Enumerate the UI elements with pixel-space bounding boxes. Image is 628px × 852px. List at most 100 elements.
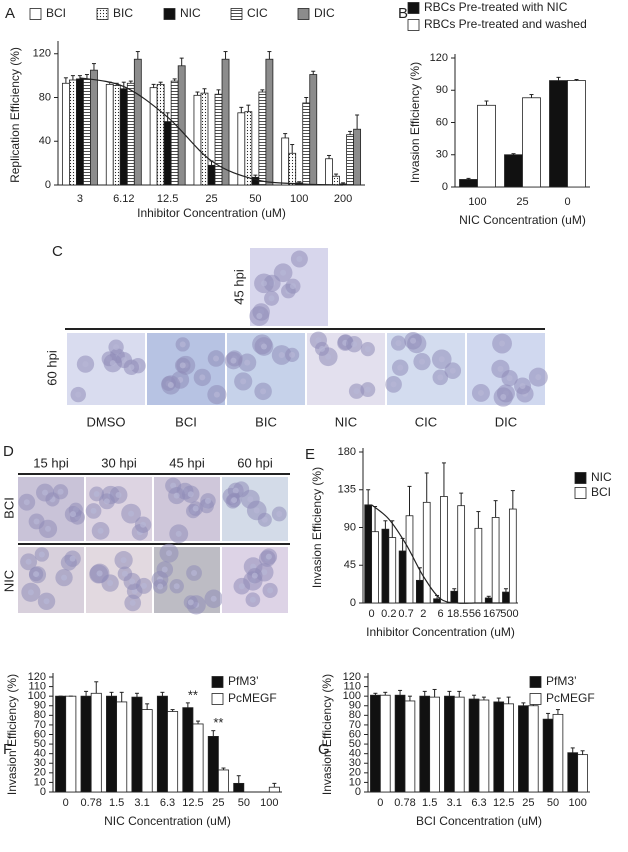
bar [527, 705, 539, 793]
cell [82, 361, 89, 368]
cell [296, 256, 303, 263]
panel-letter: C [52, 243, 63, 260]
cell [43, 598, 50, 605]
cell [519, 382, 526, 389]
bar [518, 705, 529, 793]
legend-swatch [574, 487, 587, 499]
y-tick-label: 50 [34, 738, 46, 750]
time-label: 15 hpi [33, 455, 69, 470]
y-axis-label: Invasion Efficiency (%) [5, 674, 19, 795]
bar [61, 82, 70, 186]
cell [33, 518, 40, 525]
cell [173, 492, 180, 499]
error-bar [145, 703, 150, 710]
bar [156, 695, 168, 793]
y-tick-label: 50 [349, 738, 361, 750]
y-tick-label: 10 [349, 776, 361, 788]
bar [217, 769, 229, 793]
annotation: ** [213, 715, 223, 730]
cell [351, 341, 358, 348]
error-bar [221, 767, 226, 770]
x-axis-label: NIC Concentration (uM) [459, 213, 586, 227]
bar [433, 598, 441, 604]
bar [381, 528, 390, 604]
legend-swatch [211, 676, 224, 688]
cell [280, 269, 287, 276]
bar [55, 695, 67, 793]
bar [457, 505, 466, 604]
x-tick-label: 1.5 [422, 797, 437, 809]
bar [309, 74, 318, 186]
error-bar [216, 89, 221, 95]
bar [405, 515, 414, 604]
x-tick-label: 0.78 [394, 797, 415, 809]
error-bar [511, 153, 516, 155]
x-tick-label: 12.5 [493, 797, 514, 809]
y-tick-label: 90 [436, 84, 448, 96]
legend-label: PfM3’ [546, 674, 577, 688]
y-tick-label: 120 [430, 52, 448, 64]
bar [221, 58, 230, 186]
cell [325, 353, 332, 360]
cell [395, 340, 402, 347]
error-bar [574, 79, 579, 81]
cell [260, 343, 267, 350]
time-label: 60 hpi [237, 455, 273, 470]
bar [502, 591, 510, 604]
cell [113, 344, 120, 351]
y-tick-label: 90 [344, 521, 356, 533]
cell [289, 351, 296, 358]
legend-label: CIC [247, 6, 268, 20]
bar [353, 128, 362, 186]
x-tick-label: 25 [516, 196, 528, 208]
error-bar [407, 695, 412, 701]
time-label: 45 hpi [169, 455, 205, 470]
y-tick-label: 80 [34, 709, 46, 721]
bar [459, 179, 478, 188]
y-tick-label: 60 [436, 116, 448, 128]
cell [230, 357, 237, 364]
bar [394, 694, 406, 793]
y-tick-label: 90 [349, 700, 361, 712]
bar [370, 694, 381, 793]
error-bar [267, 51, 272, 60]
annotation: ** [188, 687, 198, 702]
error-bar [196, 720, 201, 724]
x-tick-label: 0.78 [80, 797, 101, 809]
cell [179, 341, 186, 348]
error-bar [398, 689, 403, 696]
cell [315, 337, 322, 344]
y-tick-label: 90 [34, 700, 46, 712]
bar [440, 496, 448, 604]
error-bar [170, 709, 175, 712]
x-tick-label: 0 [377, 797, 383, 809]
cell [140, 521, 147, 528]
x-tick-label: 100 [468, 196, 486, 208]
error-bar [383, 691, 388, 696]
image-label: DMSO [87, 414, 126, 429]
error-bar [366, 489, 371, 505]
y-tick-label: 40 [349, 748, 361, 760]
cell [199, 374, 206, 381]
bar [364, 504, 373, 604]
error-bar [529, 94, 534, 98]
error-bar [91, 63, 96, 71]
error-bar [373, 692, 378, 696]
y-tick-label: 100 [28, 690, 46, 702]
x-tick-label: 50 [547, 797, 559, 809]
error-bar [493, 500, 498, 518]
error-bar [160, 691, 165, 697]
error-bar [179, 57, 184, 66]
x-tick-label: 3.1 [447, 797, 462, 809]
image-label: NIC [335, 414, 357, 429]
bar [207, 736, 219, 793]
image-label: CIC [415, 414, 437, 429]
x-tick-label: 18.5 [447, 608, 468, 620]
bar [65, 695, 77, 793]
cell [477, 389, 484, 396]
x-tick-label: 6 [437, 608, 443, 620]
cell [93, 490, 100, 497]
bar [474, 527, 483, 604]
cell [240, 378, 247, 385]
